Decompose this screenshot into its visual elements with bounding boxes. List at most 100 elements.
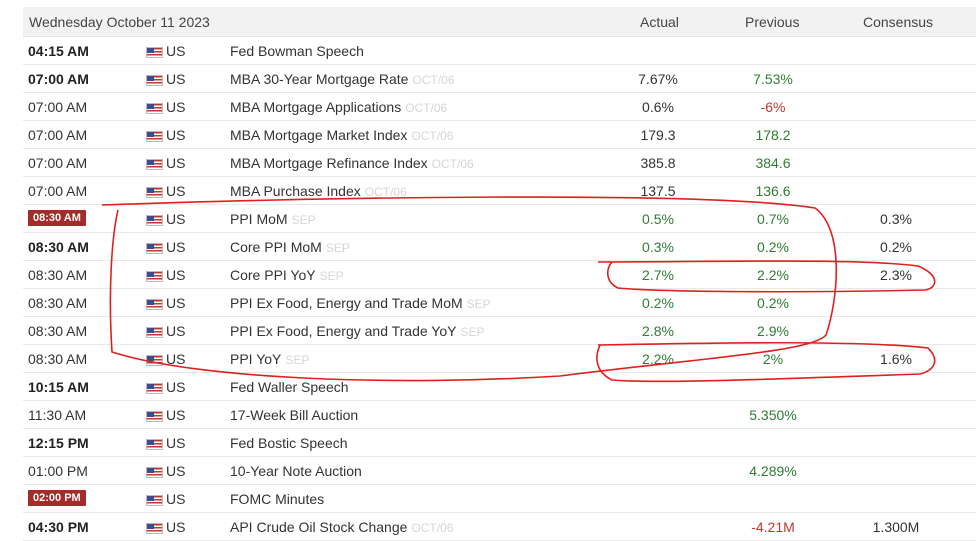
event-time: 07:00 AM xyxy=(28,71,89,87)
event-country: US xyxy=(166,323,186,339)
event-period: SEP xyxy=(285,353,310,367)
event-country: US xyxy=(166,435,186,451)
calendar-row[interactable]: 02:00 PM US FOMC Minutes xyxy=(23,485,976,513)
us-flag-icon xyxy=(146,439,163,450)
event-period: SEP xyxy=(460,325,485,339)
calendar-row[interactable]: 10:15 AM US Fed Waller Speech xyxy=(23,373,976,401)
value-previous: 2.2% xyxy=(757,267,789,283)
economic-calendar: Wednesday October 11 2023 Actual Previou… xyxy=(23,7,976,541)
event-name-link[interactable]: Core PPI MoM SEP xyxy=(230,239,350,255)
event-country: US xyxy=(166,71,186,87)
event-time: 08:30 AM xyxy=(28,210,86,226)
us-flag-icon xyxy=(146,383,163,394)
calendar-row[interactable]: 08:30 AM US PPI YoY SEP 2.2% 2% 1.6% xyxy=(23,345,976,373)
event-name-link[interactable]: Fed Bostic Speech xyxy=(230,435,348,451)
event-name-link[interactable]: MBA Mortgage Refinance Index OCT/06 xyxy=(230,155,474,171)
col-actual-header[interactable]: Actual xyxy=(640,14,679,30)
event-country: US xyxy=(166,295,186,311)
calendar-row[interactable]: 08:30 AM US PPI MoM SEP 0.5% 0.7% 0.3% xyxy=(23,205,976,233)
calendar-row[interactable]: 04:30 PM US API Crude Oil Stock Change OCT/… xyxy=(23,513,976,541)
calendar-row[interactable]: 07:00 AM US MBA Purchase Index OCT/06 137.5 1… xyxy=(23,177,976,205)
event-name-link[interactable]: PPI YoY SEP xyxy=(230,351,309,367)
calendar-row[interactable]: 08:30 AM US Core PPI YoY SEP 2.7% 2.2% 2.3% xyxy=(23,261,976,289)
event-name-link[interactable]: MBA Purchase Index OCT/06 xyxy=(230,183,407,199)
us-flag-icon xyxy=(146,495,163,506)
event-period: SEP xyxy=(291,213,316,227)
calendar-row[interactable]: 04:15 AM US Fed Bowman Speech xyxy=(23,37,976,65)
value-previous: -4.21M xyxy=(751,519,795,535)
value-consensus: 0.2% xyxy=(880,239,912,255)
event-name-link[interactable]: PPI Ex Food, Energy and Trade MoM SEP xyxy=(230,295,491,311)
value-previous: 7.53% xyxy=(753,71,793,87)
value-actual: 0.3% xyxy=(642,239,674,255)
calendar-row[interactable]: 08:30 AM US Core PPI MoM SEP 0.3% 0.2% 0.2% xyxy=(23,233,976,261)
event-period: SEP xyxy=(325,241,350,255)
us-flag-icon xyxy=(146,159,163,170)
event-country: US xyxy=(166,43,186,59)
event-name: 10-Year Note Auction xyxy=(230,463,362,479)
value-previous: 2% xyxy=(762,351,784,367)
value-actual: 137.5 xyxy=(640,183,676,199)
calendar-row[interactable]: 08:30 AM US PPI Ex Food, Energy and Trade … xyxy=(23,317,976,345)
event-country: US xyxy=(166,267,186,283)
event-time: 11:30 AM xyxy=(28,407,87,423)
value-actual: 385.8 xyxy=(640,155,676,171)
calendar-row[interactable]: 07:00 AM US MBA 30-Year Mortgage Rate OCT/0… xyxy=(23,65,976,93)
value-actual: 2.7% xyxy=(642,267,674,283)
event-name-link[interactable]: Fed Waller Speech xyxy=(230,379,349,395)
event-time: 04:30 PM xyxy=(28,519,89,535)
value-consensus: 1.6% xyxy=(880,351,912,367)
event-name: MBA Mortgage Refinance Index xyxy=(230,155,428,171)
event-time: 02:00 PM xyxy=(28,490,86,506)
event-name-link[interactable]: Fed Bowman Speech xyxy=(230,43,364,59)
calendar-row[interactable]: 07:00 AM US MBA Mortgage Market Index OCT/0… xyxy=(23,121,976,149)
calendar-row[interactable]: 07:00 AM US MBA Mortgage Refinance Index OC… xyxy=(23,149,976,177)
event-time: 08:30 AM xyxy=(28,239,89,255)
event-time: 12:15 PM xyxy=(28,435,89,451)
event-name: PPI MoM xyxy=(230,211,288,227)
us-flag-icon xyxy=(146,215,163,226)
event-name-link[interactable]: MBA Mortgage Applications OCT/06 xyxy=(230,99,447,115)
calendar-row[interactable]: 08:30 AM US PPI Ex Food, Energy and Trade … xyxy=(23,289,976,317)
event-name-link[interactable]: PPI Ex Food, Energy and Trade YoY SEP xyxy=(230,323,485,339)
event-time: 07:00 AM xyxy=(28,127,88,143)
calendar-row[interactable]: 12:15 PM US Fed Bostic Speech xyxy=(23,429,976,457)
event-period: OCT/06 xyxy=(431,157,474,171)
value-previous: -6% xyxy=(760,99,786,115)
value-previous: 2.9% xyxy=(757,323,789,339)
event-name-link[interactable]: 17-Week Bill Auction xyxy=(230,407,358,423)
calendar-header: Wednesday October 11 2023 Actual Previou… xyxy=(23,7,976,37)
event-time: 08:30 AM xyxy=(28,351,88,367)
us-flag-icon xyxy=(146,299,163,310)
us-flag-icon xyxy=(146,327,163,338)
value-consensus: 0.3% xyxy=(880,211,912,227)
event-name-link[interactable]: 10-Year Note Auction xyxy=(230,463,362,479)
event-name: Core PPI YoY xyxy=(230,267,316,283)
calendar-rows: 04:15 AM US Fed Bowman Speech 07:00 AM US MBA… xyxy=(23,37,976,541)
value-previous: 136.6 xyxy=(755,183,791,199)
col-previous-header[interactable]: Previous xyxy=(745,14,800,30)
value-previous: 0.7% xyxy=(757,211,789,227)
event-time: 04:15 AM xyxy=(28,43,89,59)
event-name-link[interactable]: API Crude Oil Stock Change OCT/06 xyxy=(230,519,453,535)
calendar-row[interactable]: 11:30 AM US 17-Week Bill Auction 5.350% xyxy=(23,401,976,429)
event-country: US xyxy=(166,155,186,171)
event-country: US xyxy=(166,127,186,143)
event-period: OCT/06 xyxy=(405,101,448,115)
event-name-link[interactable]: PPI MoM SEP xyxy=(230,211,316,227)
col-consensus-header[interactable]: Consensus xyxy=(863,14,934,30)
event-name-link[interactable]: Core PPI YoY SEP xyxy=(230,267,344,283)
calendar-row[interactable]: 07:00 AM US MBA Mortgage Applications OCT/0… xyxy=(23,93,976,121)
calendar-date: Wednesday October 11 2023 xyxy=(29,14,210,30)
event-country: US xyxy=(166,491,186,507)
event-country: US xyxy=(166,211,186,227)
event-name-link[interactable]: FOMC Minutes xyxy=(230,491,324,507)
us-flag-icon xyxy=(146,75,163,86)
value-actual: 0.6% xyxy=(642,99,674,115)
calendar-row[interactable]: 01:00 PM US 10-Year Note Auction 4.289% xyxy=(23,457,976,485)
event-country: US xyxy=(166,99,186,115)
event-name-link[interactable]: MBA 30-Year Mortgage Rate OCT/06 xyxy=(230,71,455,87)
event-name-link[interactable]: MBA Mortgage Market Index OCT/06 xyxy=(230,127,453,143)
us-flag-icon xyxy=(146,187,163,198)
us-flag-icon xyxy=(146,271,163,282)
